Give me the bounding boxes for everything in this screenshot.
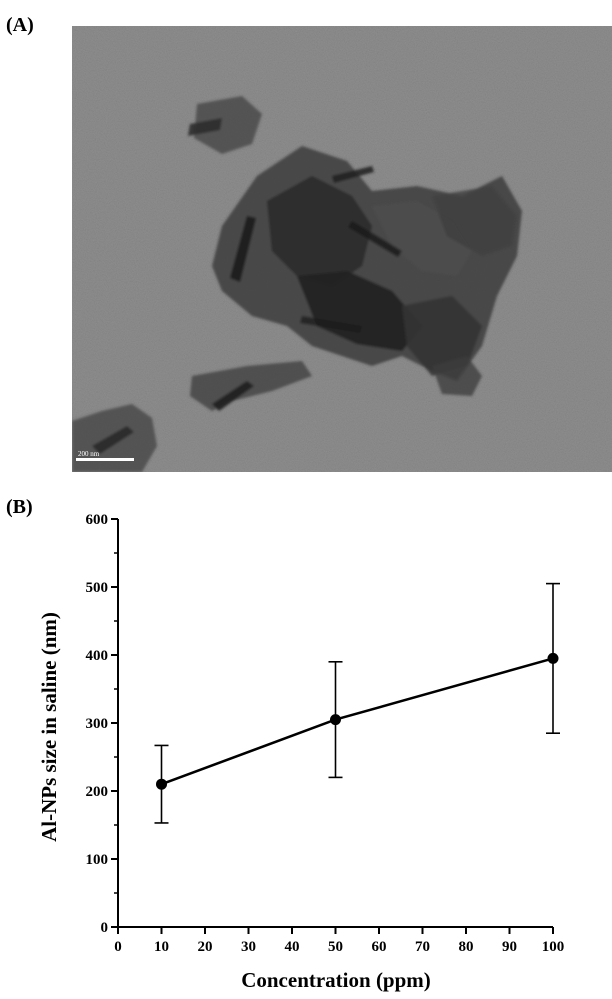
line-chart: 0 100 200 300 400 500 600 0 10 20 30 40 50 60 70 80 90 1… xyxy=(37,512,564,992)
data-point xyxy=(156,778,167,790)
x-tick-label: 40 xyxy=(285,939,300,955)
x-axis-label: Concentration (ppm) xyxy=(241,968,431,992)
y-tick-label: 300 xyxy=(86,716,109,732)
series-line-group xyxy=(161,657,554,786)
y-tick-label: 100 xyxy=(86,852,109,868)
tem-micrograph: 200 nm xyxy=(72,26,612,472)
y-tick-group: 0 100 200 300 400 500 600 xyxy=(86,512,118,936)
error-bar-group xyxy=(154,582,560,824)
x-tick-label: 90 xyxy=(502,939,517,955)
series-line xyxy=(161,657,554,786)
x-tick-label: 20 xyxy=(198,939,213,955)
y-tick-label: 600 xyxy=(86,512,109,528)
y-tick-label: 0 xyxy=(101,920,109,936)
scale-bar-label: 200 nm xyxy=(78,450,100,458)
nanoparticle-cluster xyxy=(72,96,522,472)
panel-label-b: (B) xyxy=(6,496,33,518)
y-tick-label: 400 xyxy=(86,648,109,664)
x-tick-label: 100 xyxy=(542,939,565,955)
x-tick-label: 80 xyxy=(459,939,474,955)
data-point-group xyxy=(156,652,559,790)
panel-label-a: (A) xyxy=(6,14,34,36)
x-tick-group: 0 10 20 30 40 50 60 70 80 90 100 xyxy=(114,927,564,955)
y-tick-label: 200 xyxy=(86,784,109,800)
x-tick-label: 30 xyxy=(241,939,256,955)
x-tick-label: 0 xyxy=(114,939,122,955)
data-point xyxy=(330,714,341,726)
x-tick-label: 70 xyxy=(415,939,430,955)
data-point xyxy=(547,652,559,664)
y-axis-label: Al-NPs size in saline (nm) xyxy=(37,612,61,842)
x-tick-label: 10 xyxy=(154,939,169,955)
x-tick-label: 50 xyxy=(328,939,343,955)
y-tick-label: 500 xyxy=(86,580,109,596)
scale-bar xyxy=(76,458,134,461)
x-tick-label: 60 xyxy=(372,939,387,955)
